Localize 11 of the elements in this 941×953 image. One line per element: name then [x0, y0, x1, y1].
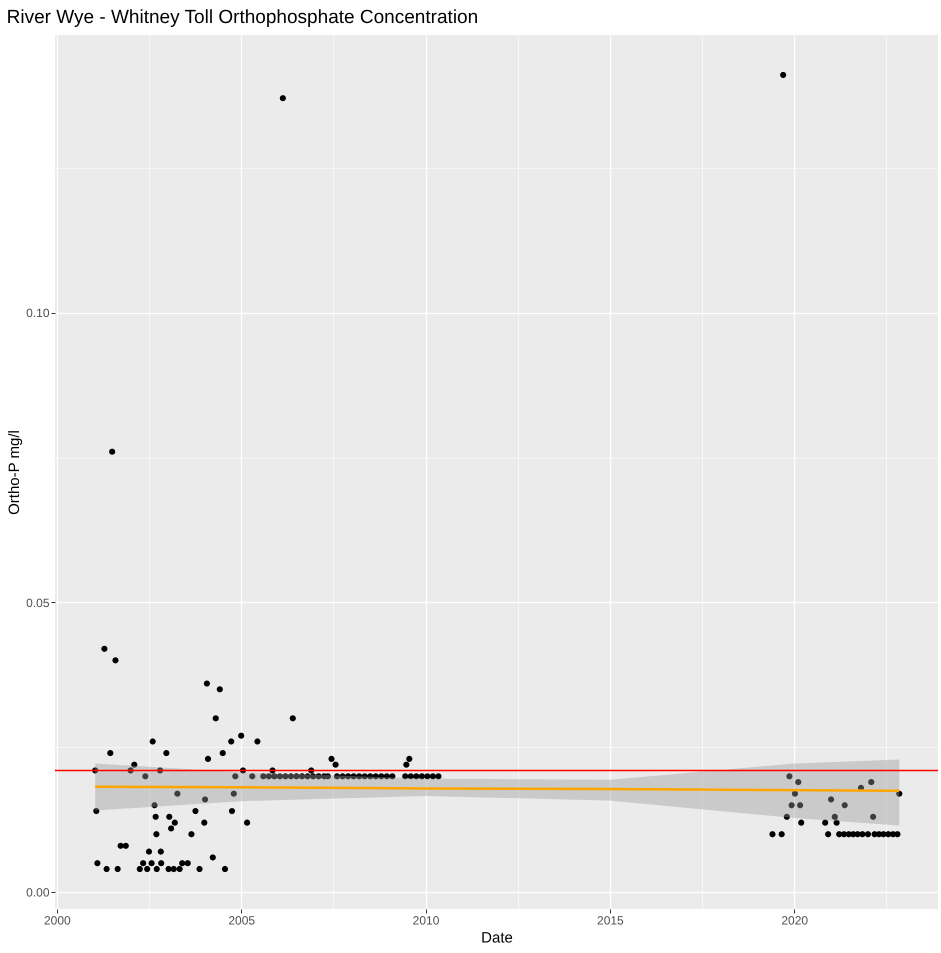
y-tick-label: 0.10 — [26, 306, 50, 320]
x-tick-label: 2010 — [412, 914, 440, 928]
x-tick-label: 2015 — [597, 914, 624, 928]
x-tick-label: 2000 — [44, 914, 72, 928]
chart-title: River Wye - Whitney Toll Orthophosphate Concentration — [6, 7, 478, 28]
x-tick-label: 2020 — [781, 914, 808, 928]
x-axis-title: Date — [481, 930, 513, 946]
y-tick-label: 0.05 — [26, 596, 50, 610]
y-axis-title: Ortho-P mg/l — [6, 430, 24, 515]
y-tick-label: 0.00 — [26, 886, 50, 900]
x-tick-label: 2005 — [228, 914, 256, 928]
